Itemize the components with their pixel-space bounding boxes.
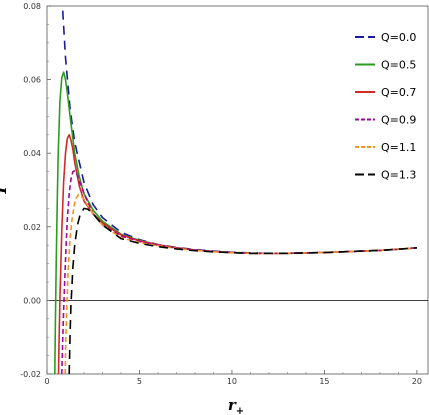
legend-label: Q=0.7 xyxy=(381,86,416,99)
y-axis-title: T xyxy=(0,183,10,196)
y-tick-label: 0.08 xyxy=(23,2,41,11)
legend-label: Q=0.9 xyxy=(381,114,416,127)
series-line-q-1-3 xyxy=(68,207,417,374)
y-tick-label: -0.02 xyxy=(20,370,41,379)
axis-ticks: 0 5 10 15 20 -0.02 0.00 0.02 0.04 0.06 0.08 xyxy=(20,2,422,386)
x-axis-title-subscript: + xyxy=(236,406,244,415)
legend-label: Q=1.1 xyxy=(381,141,416,154)
series-line-q-1-1 xyxy=(64,194,417,374)
y-tick-label: 0.00 xyxy=(23,296,41,305)
legend: Q=0.0 Q=0.5 Q=0.7 Q=0.9 Q=1.1 Q=1.3 xyxy=(355,31,416,182)
y-tick-label: 0.06 xyxy=(23,76,41,85)
legend-label: Q=0.5 xyxy=(381,59,416,72)
x-tick-label: 15 xyxy=(319,377,329,386)
x-axis-title: r+ xyxy=(228,396,244,415)
data-curves xyxy=(54,6,417,374)
legend-label: Q=0.0 xyxy=(381,31,416,44)
x-axis-title-main: r xyxy=(228,396,237,414)
y-tick-label: 0.02 xyxy=(23,223,41,232)
x-tick-label: 5 xyxy=(137,377,142,386)
legend-label: Q=1.3 xyxy=(381,169,416,182)
y-tick-label: 0.04 xyxy=(23,149,41,158)
x-tick-label: 0 xyxy=(44,377,49,386)
x-tick-label: 10 xyxy=(227,377,237,386)
x-tick-label: 20 xyxy=(412,377,422,386)
plot-frame xyxy=(46,5,429,375)
